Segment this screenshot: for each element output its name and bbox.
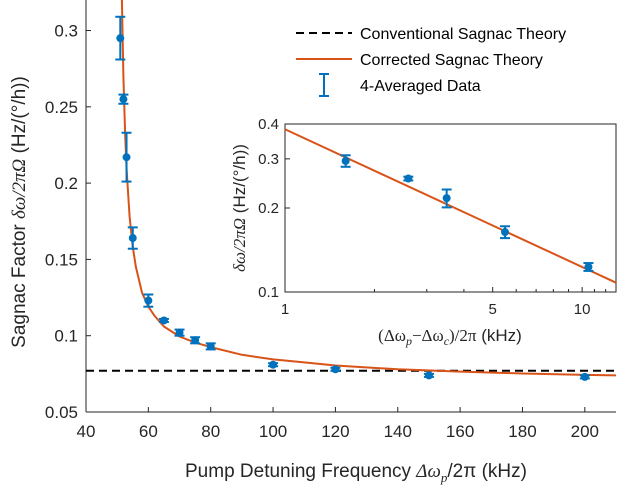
main-x-tick-label: 100 bbox=[259, 422, 287, 441]
main-x-tick-label: 180 bbox=[508, 422, 536, 441]
main-x-tick-label: 80 bbox=[201, 422, 220, 441]
inset-data-point bbox=[442, 194, 451, 203]
data-point bbox=[119, 95, 128, 104]
inset-x-tick-label: 1 bbox=[281, 301, 289, 318]
legend-label-conventional: Conventional Sagnac Theory bbox=[360, 26, 566, 43]
inset-y-tick-label: 0.1 bbox=[258, 284, 279, 301]
main-x-tick-label: 200 bbox=[571, 422, 599, 441]
inset-curves bbox=[284, 128, 617, 284]
main-y-tick-label: 0.3 bbox=[54, 22, 78, 41]
main-x-tick-label: 120 bbox=[321, 422, 349, 441]
data-point bbox=[580, 372, 589, 381]
inset-data-point bbox=[341, 156, 350, 165]
inset-data-point bbox=[500, 228, 509, 237]
main-x-tick-label: 140 bbox=[384, 422, 412, 441]
data-point bbox=[128, 234, 137, 243]
data-point bbox=[424, 371, 433, 380]
inset-data-point bbox=[404, 174, 413, 183]
data-point bbox=[122, 153, 131, 162]
main-y-tick-label: 0.05 bbox=[45, 403, 78, 422]
inset-data-point bbox=[584, 262, 593, 271]
data-point bbox=[159, 316, 168, 325]
main-y-axis-label: Sagnac Factor δω/2πΩ (Hz/(°/h)) bbox=[9, 76, 30, 348]
inset-y-axis-label: δω/2πΩ (Hz/(°/h)) bbox=[230, 144, 249, 272]
main-x-tick-label: 40 bbox=[77, 422, 96, 441]
inset-x-tick-label: 10 bbox=[574, 301, 591, 318]
inset-axis-ticks: 1 5 10 0.1 0.2 0.3 0.4 bbox=[258, 116, 607, 318]
main-x-axis-label: Pump Detuning Frequency Δωp/2π (kHz) bbox=[185, 461, 527, 485]
main-x-tick-label: 160 bbox=[446, 422, 474, 441]
data-point bbox=[206, 342, 215, 351]
main-x-tick-label: 60 bbox=[139, 422, 158, 441]
data-point bbox=[175, 328, 184, 337]
main-plot-area bbox=[85, 0, 616, 413]
legend-label-data: 4-Averaged Data bbox=[360, 78, 481, 95]
inset-x-tick-label: 5 bbox=[489, 301, 497, 318]
main-y-tick-label: 0.2 bbox=[54, 174, 78, 193]
main-y-tick-label: 0.1 bbox=[54, 327, 78, 346]
legend-swatch-data bbox=[319, 73, 329, 97]
legend: Conventional Sagnac Theory Corrected Sag… bbox=[296, 26, 566, 97]
inset-data-points bbox=[340, 154, 594, 272]
inset-y-tick-label: 0.4 bbox=[258, 116, 279, 133]
data-point bbox=[116, 34, 125, 43]
inset-x-axis-label: (Δωp−Δωc)/2π (kHz) bbox=[378, 326, 522, 348]
data-point bbox=[269, 360, 278, 369]
legend-label-corrected: Corrected Sagnac Theory bbox=[360, 52, 543, 69]
inset-y-tick-label: 0.3 bbox=[258, 151, 279, 168]
main-y-tick-label: 0.15 bbox=[45, 250, 78, 269]
main-y-tick-label: 0.25 bbox=[45, 98, 78, 117]
data-point bbox=[191, 336, 200, 345]
data-point bbox=[331, 365, 340, 374]
data-point bbox=[144, 296, 153, 305]
main-data-points bbox=[115, 15, 590, 381]
inset-y-tick-label: 0.2 bbox=[258, 200, 279, 217]
main-axis-ticks: 40 60 80 100 120 140 160 180 2000.050.10.150.20.… bbox=[45, 22, 599, 441]
inset-theory-line bbox=[284, 128, 617, 284]
